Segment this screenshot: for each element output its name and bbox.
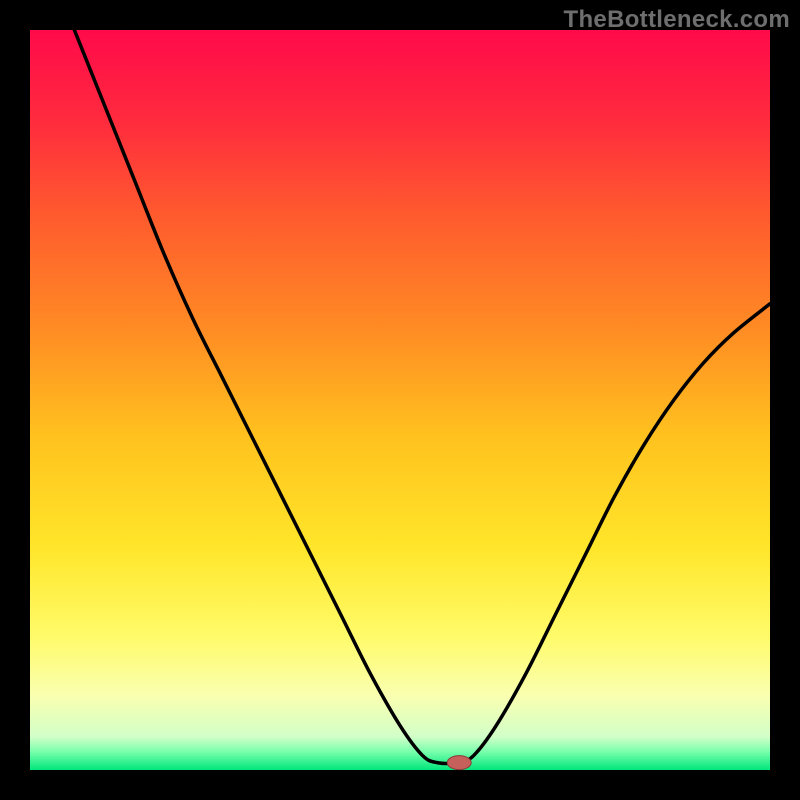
optimal-marker (447, 756, 471, 770)
chart-svg (0, 0, 800, 800)
watermark-text: TheBottleneck.com (564, 6, 790, 34)
bottleneck-chart: TheBottleneck.com (0, 0, 800, 800)
plot-background (30, 30, 770, 770)
